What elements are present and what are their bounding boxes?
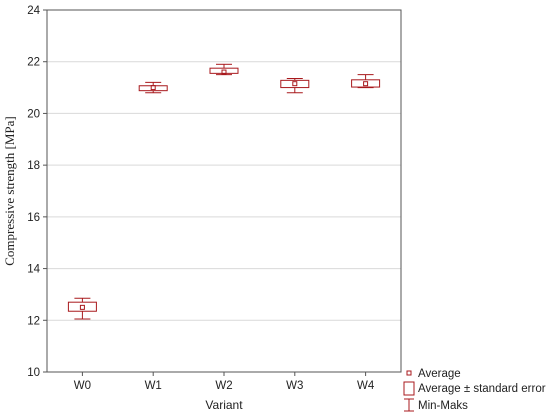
y-tick-label: 20 [27,108,40,120]
y-tick-label: 22 [27,57,40,69]
y-tick-label: 18 [27,160,40,172]
legend-item-box: Average ± standard error [403,381,546,396]
average-marker [150,85,156,91]
legend-item-average: Average [406,368,461,380]
box-w4 [351,74,381,89]
standard-error-box [67,301,97,312]
average-marker [79,304,85,310]
standard-error-box [209,67,239,74]
y-tick-label: 16 [27,212,40,224]
legend-label: Min-Maks [418,400,468,412]
y-tick-label: 10 [27,367,40,379]
grid-lines [47,61,401,321]
x-tick-label: W3 [286,380,303,392]
x-axis: W0 W1 W2 W3 W4 [74,372,375,392]
x-tick-label: W0 [74,380,91,392]
x-tick-label: W4 [357,380,375,392]
x-tick-label: W1 [145,380,162,392]
y-tick-label: 14 [27,264,40,276]
box-w0 [67,297,97,320]
box-w2 [209,63,239,76]
legend-box-symbol [403,381,415,396]
y-tick-label: 12 [27,315,40,327]
legend-label: Average ± standard error [418,383,546,395]
standard-error-box [280,79,310,89]
x-tick-label: W2 [215,380,232,392]
legend-item-whisker: Min-Maks [404,398,468,412]
box-w1 [138,81,168,94]
x-axis-title: Variant [205,398,243,412]
box-marks [67,63,381,320]
y-tick-label: 24 [27,5,40,17]
y-axis-title: Compressive strength [MPa] [2,116,17,265]
average-marker [221,69,227,75]
legend: Average Average ± standard error Min-Maks [403,368,546,412]
legend-average-symbol [406,370,412,376]
average-marker [363,81,369,87]
box-w3 [280,78,310,94]
average-marker [292,81,298,87]
y-axis: 10 12 14 16 18 20 22 24 [27,5,47,379]
legend-label: Average [418,368,461,380]
standard-error-box [351,79,381,88]
